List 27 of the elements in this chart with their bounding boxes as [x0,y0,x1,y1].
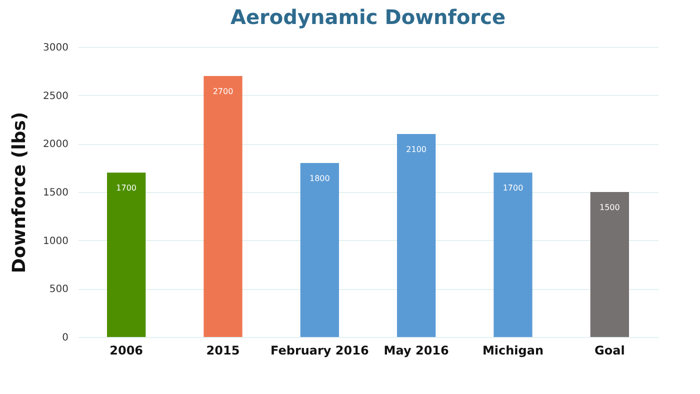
bar [494,172,532,337]
data-label: 1700 [116,184,137,193]
data-label: 2100 [406,145,427,154]
x-tick-label: 2006 [110,344,144,358]
data-label: 2700 [212,87,234,96]
y-tick-label: 1500 [43,188,68,198]
bar [590,192,629,337]
x-tick-label: May 2016 [384,344,449,358]
y-tick-label: 1000 [43,236,68,247]
data-label: 1800 [309,174,330,183]
bar [300,163,339,337]
x-tick-label: Michigan [482,344,544,358]
y-tick-label: 500 [49,284,68,296]
x-tick-label: 2015 [206,344,240,358]
data-label: 1500 [599,203,620,212]
chart-title: Aerodynamic Downforce [230,5,506,29]
y-tick-label: 0 [62,332,68,344]
y-tick-label: 2000 [43,139,68,150]
y-axis-title: Downforce (lbs) [9,112,30,274]
y-tick-label: 3000 [43,42,68,54]
data-label: 1700 [502,184,524,193]
x-tick-label: February 2016 [270,344,369,358]
bar [397,134,436,337]
y-tick-label: 2500 [43,90,68,102]
bar [204,76,242,337]
bar [107,172,146,337]
x-tick-label: Goal [594,344,625,358]
